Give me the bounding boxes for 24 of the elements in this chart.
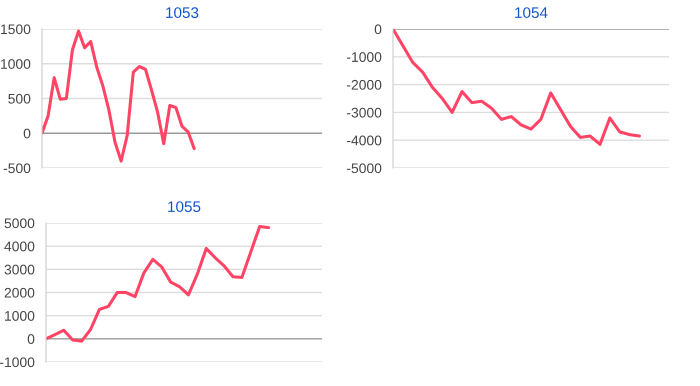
y-tick-label: 0 bbox=[28, 334, 34, 344]
y-tick-label: -1000 bbox=[346, 52, 382, 62]
y-tick-label: 5000 bbox=[4, 218, 34, 228]
y-tick-label: 0 bbox=[24, 128, 30, 138]
y-tick-label: -500 bbox=[4, 163, 30, 174]
y-tick-label: 4000 bbox=[4, 242, 34, 252]
y-tick-label: -5000 bbox=[346, 163, 382, 174]
y-tick-label: 1000 bbox=[1, 59, 30, 69]
y-tick-label: 2000 bbox=[4, 288, 34, 298]
line-series bbox=[46, 224, 270, 343]
chart-title: 1053 bbox=[166, 7, 198, 18]
y-tick-label: -4000 bbox=[346, 136, 382, 146]
y-tick-label: 0 bbox=[374, 24, 382, 34]
chart-title: 1055 bbox=[168, 201, 200, 212]
y-tick-label: -1000 bbox=[0, 357, 34, 368]
y-tick-label: 1000 bbox=[5, 311, 34, 321]
y-tick-label: -3000 bbox=[346, 108, 382, 118]
y-tick-label: 3000 bbox=[4, 264, 34, 275]
y-tick-label: 500 bbox=[8, 94, 30, 104]
y-tick-label: 1500 bbox=[1, 24, 30, 34]
line-series bbox=[42, 30, 196, 163]
y-tick-label: -2000 bbox=[346, 80, 382, 90]
line-series bbox=[393, 29, 641, 146]
chart-title: 1054 bbox=[515, 7, 548, 18]
